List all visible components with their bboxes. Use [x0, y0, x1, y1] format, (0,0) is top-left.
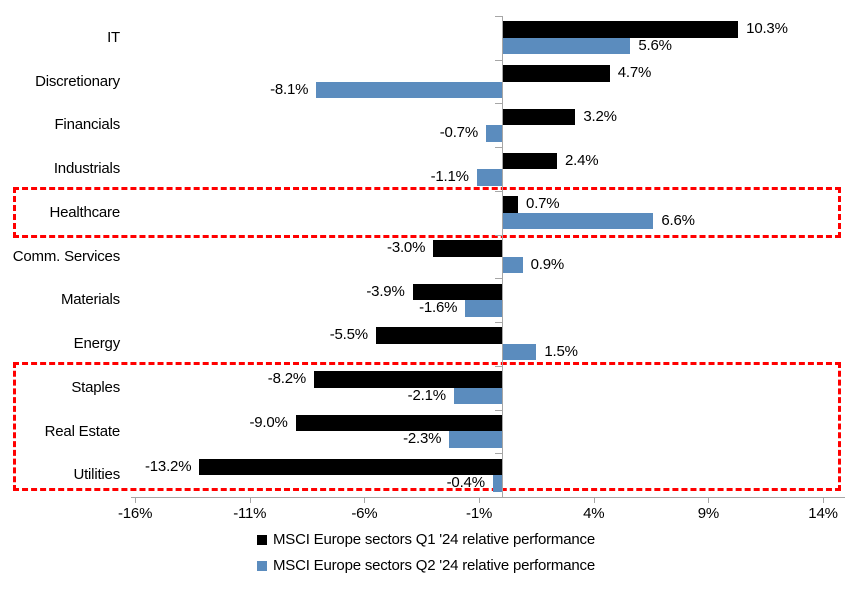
category-axis-tick [495, 365, 502, 367]
bar-q2-it [502, 37, 631, 55]
bar-q1-healthcare [502, 196, 519, 213]
category-axis-tick [495, 322, 502, 324]
category-axis-tick [495, 147, 502, 149]
value-label-q2-utilities: -0.4% [446, 474, 485, 492]
bar-q1-energy [375, 327, 502, 344]
bar-q2-comm-services [502, 256, 523, 273]
category-axis-tick [495, 190, 502, 192]
value-label-q2-staples: -2.1% [407, 386, 446, 404]
value-label-q2-discretionary: -8.1% [270, 80, 309, 98]
value-label-q1-healthcare: 0.7% [526, 195, 560, 213]
value-axis-tick-label: -16% [118, 505, 153, 522]
value-axis-tick-label: 4% [583, 505, 605, 522]
bar-q1-materials [412, 283, 502, 301]
value-label-q1-industrials: 2.4% [565, 151, 599, 169]
bar-q2-discretionary [316, 81, 502, 99]
value-axis-tick [823, 497, 825, 503]
value-axis-tick [249, 497, 251, 503]
legend: MSCI Europe sectors Q1 '24 relative perf… [0, 531, 852, 574]
category-axis-tick [495, 453, 502, 455]
value-label-q1-financials: 3.2% [583, 107, 617, 125]
value-label-q1-it: 10.3% [746, 20, 788, 38]
category-axis-line [502, 16, 503, 497]
value-label-q1-energy: -5.5% [329, 326, 368, 344]
bar-q1-financials [502, 108, 576, 126]
value-axis-tick-label: -6% [351, 505, 378, 522]
value-label-q1-staples: -8.2% [267, 370, 306, 388]
value-label-q2-energy: 1.5% [544, 342, 578, 360]
bar-q2-materials [465, 300, 502, 317]
legend-label-q1: MSCI Europe sectors Q1 '24 relative perf… [273, 531, 595, 548]
bar-q1-staples [313, 371, 502, 388]
value-label-q2-real-estate: -2.3% [403, 430, 442, 448]
value-axis-line [131, 497, 845, 498]
category-label-healthcare: Healthcare [49, 203, 120, 221]
category-label-it: IT [107, 29, 120, 46]
category-axis-tick [495, 59, 502, 61]
value-axis-tick [135, 497, 137, 503]
legend-item-q2: MSCI Europe sectors Q2 '24 relative perf… [257, 557, 595, 574]
value-label-q2-materials: -1.6% [419, 299, 458, 317]
legend-label-q2: MSCI Europe sectors Q2 '24 relative perf… [273, 557, 595, 574]
bar-q2-staples [453, 387, 502, 405]
legend-swatch-q1 [257, 534, 268, 545]
category-axis-tick [495, 409, 502, 411]
value-label-q2-financials: -0.7% [439, 124, 478, 142]
value-axis-tick [708, 497, 710, 503]
value-label-q2-healthcare: 6.6% [661, 211, 695, 229]
category-axis-tick [495, 278, 502, 280]
healthcare-highlight [13, 186, 841, 238]
value-label-q2-industrials: -1.1% [430, 168, 469, 186]
bar-q2-utilities [492, 475, 502, 492]
value-label-q1-real-estate: -9.0% [249, 413, 288, 431]
value-axis-tick-label: -1% [466, 505, 493, 522]
category-label-real-estate: Real Estate [44, 422, 121, 440]
category-label-staples: Staples [71, 378, 120, 396]
category-axis-tick [495, 234, 502, 236]
bar-q1-utilities [199, 458, 502, 476]
value-label-q1-materials: -3.9% [366, 282, 405, 300]
value-axis-tick [479, 497, 481, 503]
bar-q1-discretionary [502, 65, 610, 82]
bar-q1-real-estate [295, 414, 502, 432]
bar-q1-comm-services [433, 240, 502, 257]
bar-q2-real-estate [449, 431, 502, 448]
legend-swatch-q2 [257, 560, 268, 571]
bar-q1-industrials [502, 152, 558, 170]
bar-q1-it [502, 21, 739, 38]
defensives-highlight [13, 361, 841, 491]
category-label-industrials: Industrials [53, 160, 120, 178]
category-axis-tick [495, 16, 502, 17]
category-label-financials: Financials [54, 116, 120, 134]
legend-item-q1: MSCI Europe sectors Q1 '24 relative perf… [257, 531, 595, 548]
value-axis-tick [364, 497, 366, 503]
category-label-discretionary: Discretionary [35, 72, 120, 90]
value-label-q1-discretionary: 4.7% [617, 64, 652, 82]
category-label-energy: Energy [73, 335, 121, 353]
value-axis-tick-label: 9% [697, 505, 719, 522]
value-axis-tick [593, 497, 595, 503]
category-label-materials: Materials [60, 291, 120, 309]
value-label-q1-utilities: -13.2% [145, 457, 192, 475]
value-axis-tick-label: -11% [233, 505, 267, 522]
value-axis-tick-label: 14% [808, 505, 838, 522]
bar-q2-industrials [476, 169, 502, 186]
category-label-comm-services: Comm. Services [12, 247, 120, 265]
bar-q2-healthcare [502, 212, 654, 230]
value-label-q2-it: 5.6% [638, 36, 672, 54]
category-label-utilities: Utilities [73, 466, 120, 484]
bar-q2-energy [502, 343, 537, 361]
category-axis-tick [495, 103, 502, 105]
value-label-q1-comm-services: -3.0% [387, 239, 426, 256]
value-label-q2-comm-services: 0.9% [530, 255, 565, 273]
bar-q2-financials [485, 125, 502, 142]
